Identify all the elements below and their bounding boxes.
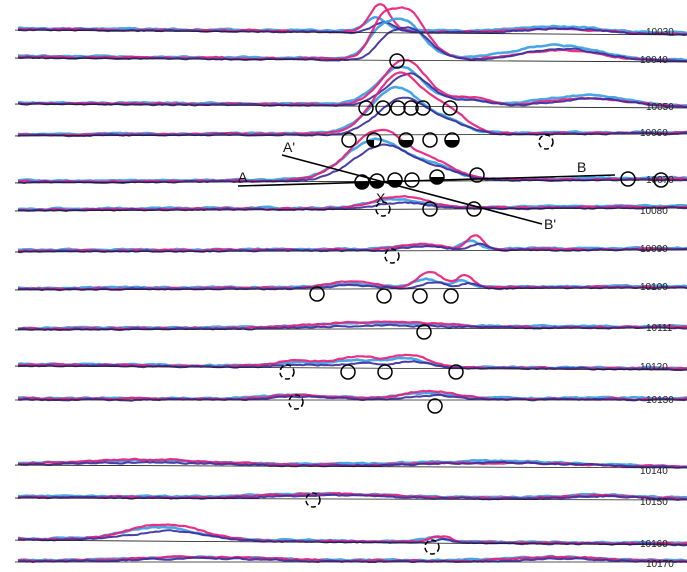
line-label-10040: 10040 — [640, 55, 668, 66]
marker-10130-open — [427, 398, 443, 414]
line-label-10130: 10130 — [646, 395, 674, 406]
line-label-10080: 10080 — [640, 206, 668, 217]
marker-10060-open — [341, 132, 357, 148]
marker-10040-open — [389, 53, 405, 69]
label-b: B — [577, 159, 586, 175]
baseline-10120 — [14, 365, 687, 371]
line-label-10140: 10140 — [640, 466, 668, 477]
marker-10070-half — [429, 169, 445, 185]
marker-10080-open — [466, 201, 482, 217]
baseline-10050 — [14, 103, 687, 109]
marker-10120-open — [377, 364, 393, 380]
marker-10050-open — [403, 100, 419, 116]
baseline-10040 — [14, 57, 687, 63]
marker-10050-open — [358, 100, 374, 116]
line-label-10150: 10150 — [640, 497, 668, 508]
marker-10080-dashed — [375, 201, 391, 217]
baseline-10150 — [14, 497, 687, 501]
marker-10060-quarter — [366, 132, 382, 148]
baseline-10140 — [14, 464, 687, 469]
trace-magenta-10150 — [17, 492, 687, 500]
trace-magenta-10040 — [17, 6, 687, 63]
label-x: X — [376, 190, 386, 206]
line-label-10170: 10170 — [646, 559, 674, 570]
line-label-10050: 10050 — [646, 102, 674, 113]
line-label-10090: 10090 — [640, 244, 668, 255]
marker-10050-open — [375, 100, 391, 116]
marker-10120-dashed — [279, 364, 295, 380]
marker-10150-dashed — [305, 492, 321, 508]
line-label-10160: 10160 — [640, 539, 668, 550]
baseline-10160 — [14, 539, 687, 546]
marker-10111-open — [416, 324, 432, 340]
baseline-10080 — [14, 207, 687, 212]
marker-10070-filled — [404, 172, 420, 188]
marker-10130-dashed — [288, 394, 304, 410]
marker-10100-open — [443, 288, 459, 304]
baseline-10111 — [14, 327, 687, 331]
marker-10080-open — [422, 201, 438, 217]
line-label-10120: 10120 — [640, 362, 668, 373]
profile-traces — [17, 3, 687, 564]
anomaly-markers — [279, 53, 669, 555]
trace-dark-blue-10170 — [17, 556, 687, 564]
marker-10070-open — [620, 171, 636, 187]
line-label-10030: 10030 — [646, 27, 674, 38]
marker-10090-dashed — [384, 248, 400, 264]
profile-baselines — [14, 29, 687, 563]
marker-10070-half — [354, 174, 370, 190]
trace-dark-blue-10140 — [17, 460, 687, 469]
trace-light-blue-10040 — [17, 17, 687, 62]
trace-dark-blue-10030 — [18, 21, 687, 36]
marker-10060-open — [422, 132, 438, 148]
marker-10060-dashed — [538, 134, 554, 150]
marker-10050-open — [390, 100, 406, 116]
trace-dark-blue-10080 — [17, 201, 687, 212]
marker-10070-half — [387, 172, 403, 188]
trace-dark-blue-10130 — [17, 393, 687, 402]
section-line-a-b — [237, 174, 616, 187]
label-b-prime: B' — [544, 216, 556, 232]
baseline-10030 — [14, 29, 687, 36]
marker-10050-open — [415, 100, 431, 116]
trace-light-blue-10070 — [17, 137, 687, 183]
line-label-10100: 10100 — [640, 282, 668, 293]
line-label-10070: 10070 — [646, 175, 674, 186]
marker-10060-half — [398, 132, 414, 148]
marker-10070-half — [369, 173, 385, 189]
line-label-10111: 10111 — [646, 323, 673, 334]
marker-10070-open — [469, 167, 485, 183]
cross-section-lines: A B A' B' X — [237, 139, 616, 232]
baseline-10070 — [14, 179, 687, 184]
marker-10120-open — [448, 364, 464, 380]
marker-10120-open — [340, 364, 356, 380]
marker-10100-open — [309, 286, 325, 302]
label-a-prime: A' — [283, 139, 295, 155]
section-line-a-prime-b-prime — [281, 154, 543, 225]
trace-dark-blue-10120 — [17, 360, 687, 372]
marker-10100-open — [412, 288, 428, 304]
trace-dark-blue-10100 — [17, 281, 687, 292]
marker-10050-open — [442, 100, 458, 116]
line-labels: 10030 10040 10050 10060 10070 10080 1009… — [640, 27, 674, 570]
baseline-10090 — [14, 249, 687, 253]
trace-light-blue-10050 — [17, 65, 687, 107]
baseline-10100 — [14, 287, 687, 291]
line-label-10060: 10060 — [640, 128, 668, 139]
label-a: A — [238, 169, 248, 185]
marker-10100-open — [376, 288, 392, 304]
baseline-10060 — [14, 133, 687, 137]
marker-10070-open — [653, 172, 669, 188]
marker-10160-dashed — [424, 539, 440, 555]
marker-10060-half — [444, 132, 460, 148]
